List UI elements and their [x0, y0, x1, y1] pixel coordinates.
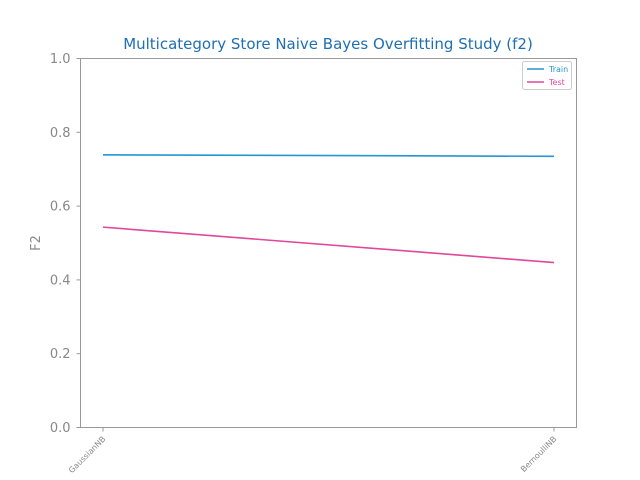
y-tick-label: 0.8	[50, 126, 71, 141]
series-lines	[102, 154, 555, 264]
series-line-train	[102, 154, 555, 158]
y-tick-label: 1.0	[50, 52, 71, 67]
plot-area-frame	[80, 58, 577, 428]
y-tick-label: 0.0	[50, 421, 71, 436]
y-tick-label: 0.2	[50, 347, 71, 362]
y-axis-label: F2	[29, 235, 44, 251]
legend: Train Test	[522, 61, 572, 90]
y-tick-label: 0.4	[50, 273, 71, 288]
x-tick-label: BernoulliNB	[519, 435, 558, 474]
legend-label-test: Test	[548, 78, 565, 87]
y-axis-ticks: 0.0 0.2 0.4 0.6 0.8 1.0	[50, 52, 81, 436]
x-axis-ticks: GaussianNB BernoulliNB	[67, 427, 558, 475]
legend-label-train: Train	[548, 65, 568, 74]
x-tick-label: GaussianNB	[67, 435, 107, 475]
series-line-test	[102, 226, 555, 264]
y-tick-label: 0.6	[50, 200, 71, 215]
chart-title: Multicategory Store Naive Bayes Overfitt…	[123, 35, 533, 53]
